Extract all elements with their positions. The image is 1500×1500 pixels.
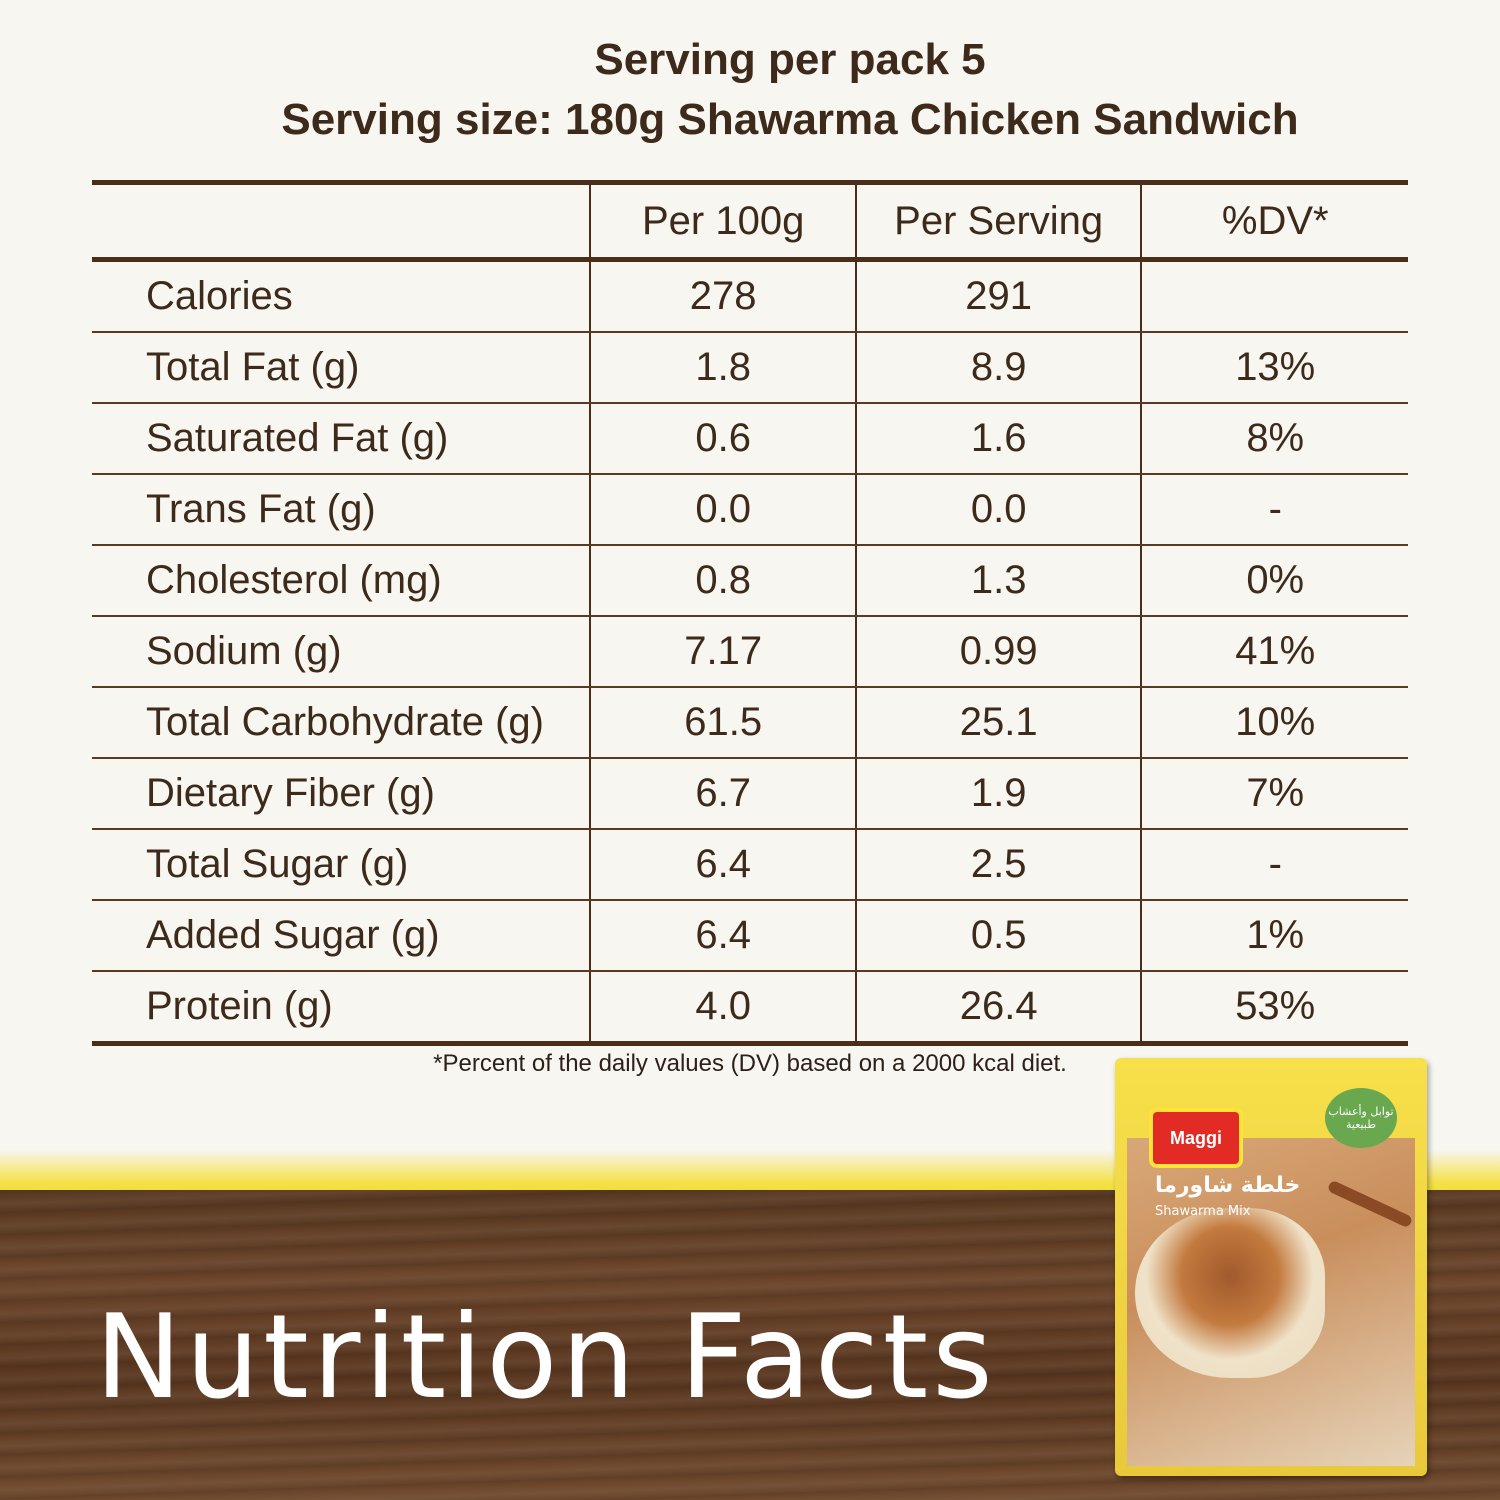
dv-value: 7%	[1140, 758, 1408, 830]
per-100g-value: 6.4	[589, 900, 856, 972]
per-100g-value: 61.5	[589, 687, 856, 759]
per-serving-value: 0.99	[854, 616, 1142, 688]
nutrient-name: Calories	[92, 259, 591, 333]
table-row: Cholesterol (mg) 0.8 1.3 0%	[92, 545, 1408, 617]
nutrient-name: Total Carbohydrate (g)	[92, 687, 591, 759]
per-serving-value: 0.0	[854, 474, 1142, 546]
table-row: Total Carbohydrate (g) 61.5 25.1 10%	[92, 687, 1408, 759]
shawarma-wrap-illustration	[1135, 1208, 1325, 1378]
dv-value: 1%	[1140, 900, 1408, 972]
per-serving-value: 0.5	[854, 900, 1142, 972]
per-100g-value: 278	[589, 259, 856, 333]
dv-value: 41%	[1140, 616, 1408, 688]
dv-value: -	[1140, 829, 1408, 901]
per-serving-value: 8.9	[854, 332, 1142, 404]
dv-value: 13%	[1140, 332, 1408, 404]
maggi-logo: Maggi	[1149, 1108, 1243, 1168]
nutrient-name: Protein (g)	[92, 971, 591, 1046]
dv-footnote: *Percent of the daily values (DV) based …	[433, 1050, 1067, 1077]
table-row: Added Sugar (g) 6.4 0.5 1%	[92, 900, 1408, 972]
per-serving-value: 1.9	[854, 758, 1142, 830]
per-100g-value: 7.17	[589, 616, 856, 688]
header-nutrient	[92, 182, 591, 262]
per-100g-value: 6.4	[589, 829, 856, 901]
dv-value: 0%	[1140, 545, 1408, 617]
per-100g-value: 4.0	[589, 971, 856, 1046]
per-100g-value: 0.8	[589, 545, 856, 617]
serving-header: Serving per pack 5 Serving size: 180g Sh…	[0, 30, 1500, 150]
table-row: Dietary Fiber (g) 6.7 1.9 7%	[92, 758, 1408, 830]
table-header-row: Per 100g Per Serving %DV*	[92, 182, 1408, 262]
per-serving-value: 26.4	[854, 971, 1142, 1046]
table-row: Saturated Fat (g) 0.6 1.6 8%	[92, 403, 1408, 475]
nutrient-name: Sodium (g)	[92, 616, 591, 688]
header-per-serving: Per Serving	[854, 182, 1142, 262]
nutrient-name: Saturated Fat (g)	[92, 403, 591, 475]
table-row: Total Sugar (g) 6.4 2.5-	[92, 829, 1408, 901]
pack-arabic-name: خلطة شاورما	[1155, 1173, 1301, 1198]
natural-spices-badge: توابل وأعشاب طبيعية	[1325, 1088, 1397, 1148]
table-row: Protein (g) 4.0 26.4 53%	[92, 971, 1408, 1046]
nutrient-name: Total Fat (g)	[92, 332, 591, 404]
per-100g-value: 0.6	[589, 403, 856, 475]
servings-per-pack: Serving per pack 5	[594, 35, 986, 84]
per-100g-value: 6.7	[589, 758, 856, 830]
per-100g-value: 1.8	[589, 332, 856, 404]
per-serving-value: 1.3	[854, 545, 1142, 617]
nutrient-name: Cholesterol (mg)	[92, 545, 591, 617]
per-serving-value: 291	[854, 259, 1142, 333]
header-dv: %DV*	[1140, 182, 1408, 262]
product-pack-image: Maggi خلطة شاورما Shawarma Mix توابل وأع…	[1115, 1058, 1427, 1476]
nutrient-name: Dietary Fiber (g)	[92, 758, 591, 830]
pack-product-name: Shawarma Mix	[1155, 1204, 1251, 1219]
dv-value: 8%	[1140, 403, 1408, 475]
per-serving-value: 2.5	[854, 829, 1142, 901]
nutrition-table: Per 100g Per Serving %DV* Calories 278 291…	[92, 180, 1408, 1046]
dv-value: -	[1140, 474, 1408, 546]
table-row: Sodium (g) 7.17 0.99 41%	[92, 616, 1408, 688]
dv-value: 53%	[1140, 971, 1408, 1046]
table-row: Calories 278 291	[92, 259, 1408, 333]
dv-value: 10%	[1140, 687, 1408, 759]
nutrient-name: Total Sugar (g)	[92, 829, 591, 901]
table-row: Trans Fat (g) 0.0 0.0-	[92, 474, 1408, 546]
header-per-100g: Per 100g	[589, 182, 856, 262]
per-serving-value: 25.1	[854, 687, 1142, 759]
nutrient-name: Added Sugar (g)	[92, 900, 591, 972]
serving-size: Serving size: 180g Shawarma Chicken Sand…	[281, 95, 1299, 144]
nutrition-facts-title: Nutrition Facts	[95, 1290, 997, 1425]
dv-value	[1140, 259, 1408, 333]
per-serving-value: 1.6	[854, 403, 1142, 475]
nutrient-name: Trans Fat (g)	[92, 474, 591, 546]
per-100g-value: 0.0	[589, 474, 856, 546]
table-row: Total Fat (g) 1.8 8.9 13%	[92, 332, 1408, 404]
